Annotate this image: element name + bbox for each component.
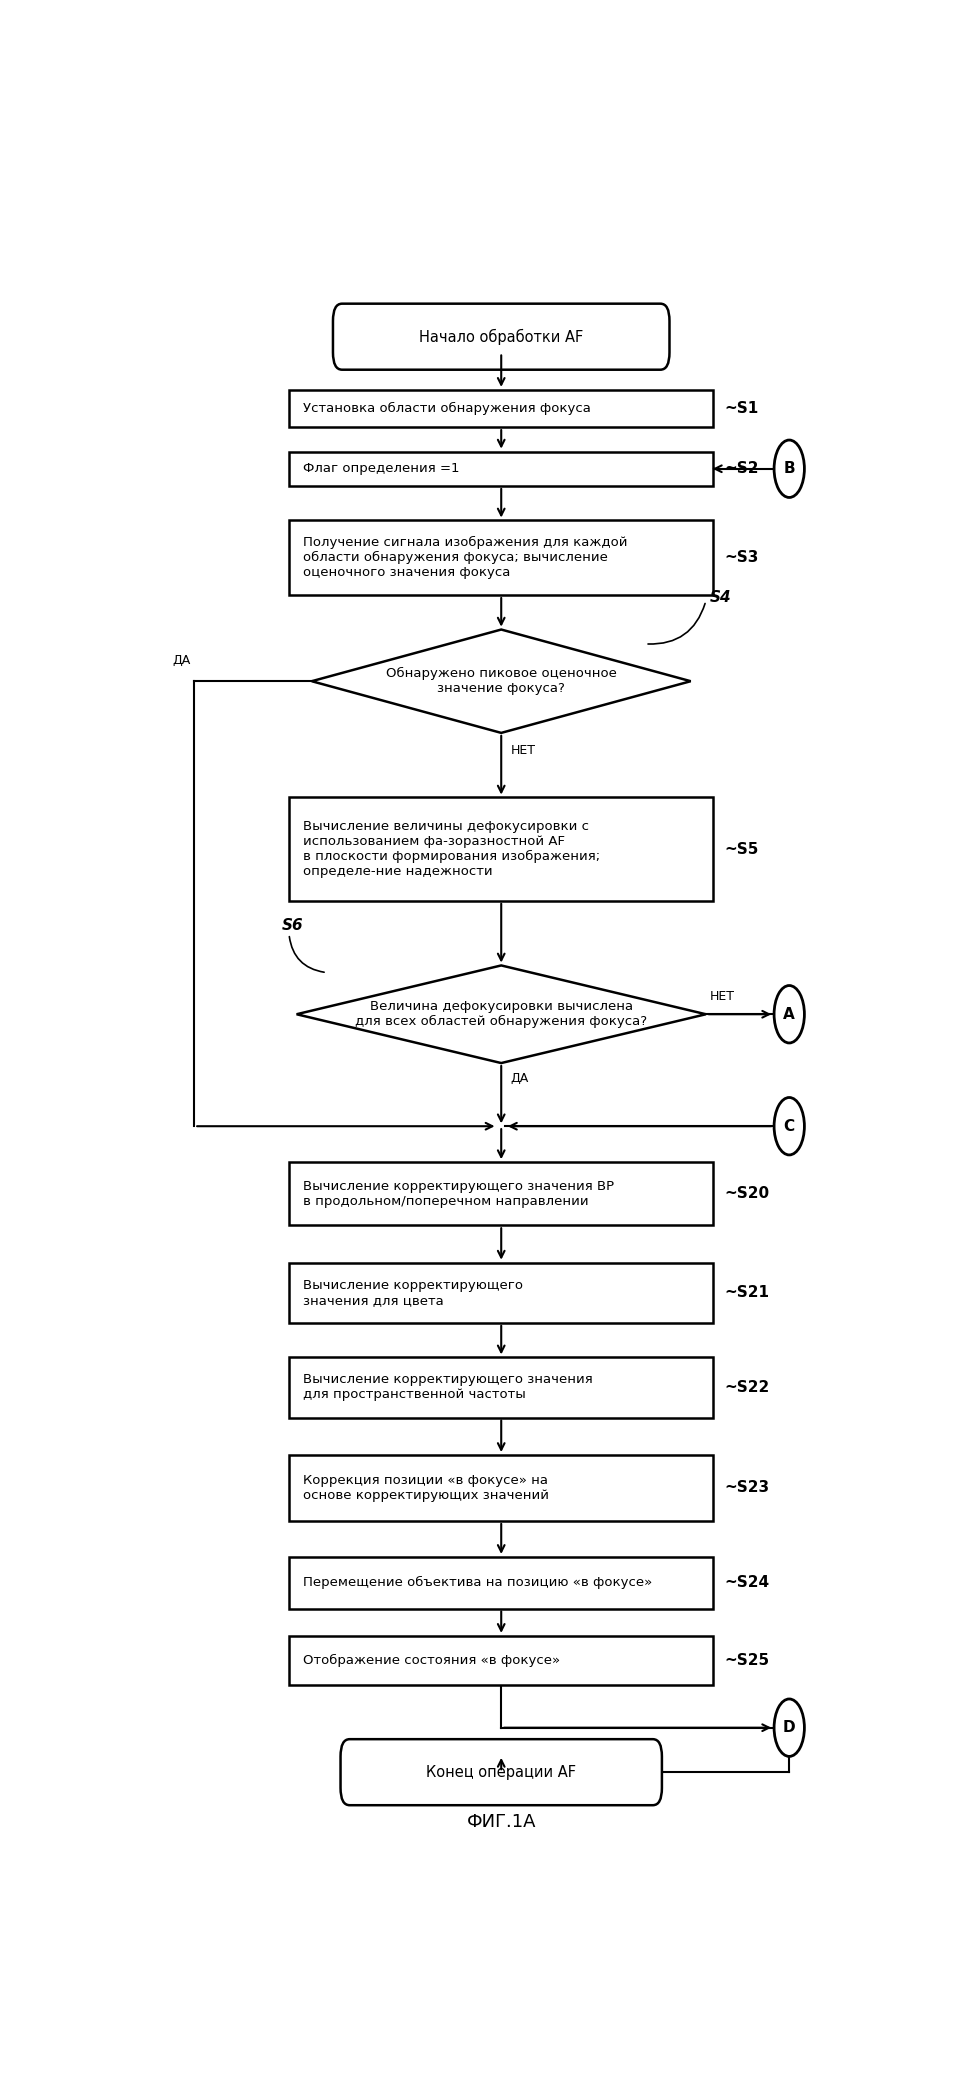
Bar <box>289 1357 713 1418</box>
Bar <box>289 451 713 487</box>
Text: Флаг определения =1: Флаг определения =1 <box>302 461 458 476</box>
Text: Конец операции AF: Конец операции AF <box>426 1764 575 1779</box>
Text: ~S23: ~S23 <box>724 1480 769 1495</box>
Text: B: B <box>783 461 794 476</box>
Text: Получение сигнала изображения для каждой
области обнаружения фокуса; вычисление
: Получение сигнала изображения для каждой… <box>302 537 626 578</box>
Text: ~S24: ~S24 <box>724 1574 769 1591</box>
Bar <box>289 1558 713 1608</box>
Text: ~S3: ~S3 <box>724 551 758 566</box>
Text: ~S1: ~S1 <box>724 401 758 416</box>
Bar <box>289 1635 713 1685</box>
Text: Коррекция позиции «в фокусе» на
основе корректирующих значений: Коррекция позиции «в фокусе» на основе к… <box>302 1474 548 1501</box>
Polygon shape <box>296 965 705 1063</box>
Bar <box>289 1455 713 1520</box>
Text: D: D <box>783 1721 794 1735</box>
Text: НЕТ: НЕТ <box>709 990 734 1002</box>
Text: Вычисление корректирующего значения
для пространственной частоты: Вычисление корректирующего значения для … <box>302 1374 592 1401</box>
Text: Отображение состояния «в фокусе»: Отображение состояния «в фокусе» <box>302 1654 559 1666</box>
Text: ~S5: ~S5 <box>724 841 758 856</box>
Text: Начало обработки AF: Начало обработки AF <box>419 328 582 345</box>
Bar <box>289 520 713 595</box>
Text: Вычисление корректирующего
значения для цвета: Вычисление корректирующего значения для … <box>302 1278 522 1307</box>
Circle shape <box>774 986 803 1044</box>
Text: Установка области обнаружения фокуса: Установка области обнаружения фокуса <box>302 401 590 416</box>
Text: ДА: ДА <box>510 1071 528 1084</box>
Text: ФИГ.1А: ФИГ.1А <box>466 1814 535 1831</box>
Text: ~S21: ~S21 <box>724 1286 769 1301</box>
Text: ~S20: ~S20 <box>724 1186 769 1201</box>
Text: C: C <box>783 1119 794 1134</box>
Text: A: A <box>783 1006 794 1021</box>
Text: S6: S6 <box>281 919 303 933</box>
Text: ~S25: ~S25 <box>724 1654 769 1668</box>
Circle shape <box>774 1700 803 1756</box>
Text: ДА: ДА <box>172 654 191 666</box>
Circle shape <box>774 441 803 497</box>
Bar <box>289 1163 713 1226</box>
Bar <box>289 798 713 900</box>
Polygon shape <box>312 631 690 733</box>
Text: Вычисление корректирующего значения ВР
в продольном/поперечном направлении: Вычисление корректирующего значения ВР в… <box>302 1180 614 1207</box>
Text: Величина дефокусировки вычислена
для всех областей обнаружения фокуса?: Величина дефокусировки вычислена для все… <box>355 1000 647 1027</box>
FancyBboxPatch shape <box>340 1739 661 1806</box>
Text: Перемещение объектива на позицию «в фокусе»: Перемещение объектива на позицию «в фоку… <box>302 1576 652 1589</box>
Text: Вычисление величины дефокусировки с
использованием фа-зоразностной AF
в плоскост: Вычисление величины дефокусировки с испо… <box>302 821 599 879</box>
Text: S4: S4 <box>709 591 731 606</box>
Text: Обнаружено пиковое оценочное
значение фокуса?: Обнаружено пиковое оценочное значение фо… <box>385 668 616 695</box>
Bar <box>289 390 713 428</box>
Circle shape <box>774 1098 803 1155</box>
Bar <box>289 1263 713 1324</box>
Text: ~S22: ~S22 <box>724 1380 769 1395</box>
FancyBboxPatch shape <box>332 303 669 370</box>
Text: ~S2: ~S2 <box>724 461 758 476</box>
Text: НЕТ: НЕТ <box>510 745 534 758</box>
